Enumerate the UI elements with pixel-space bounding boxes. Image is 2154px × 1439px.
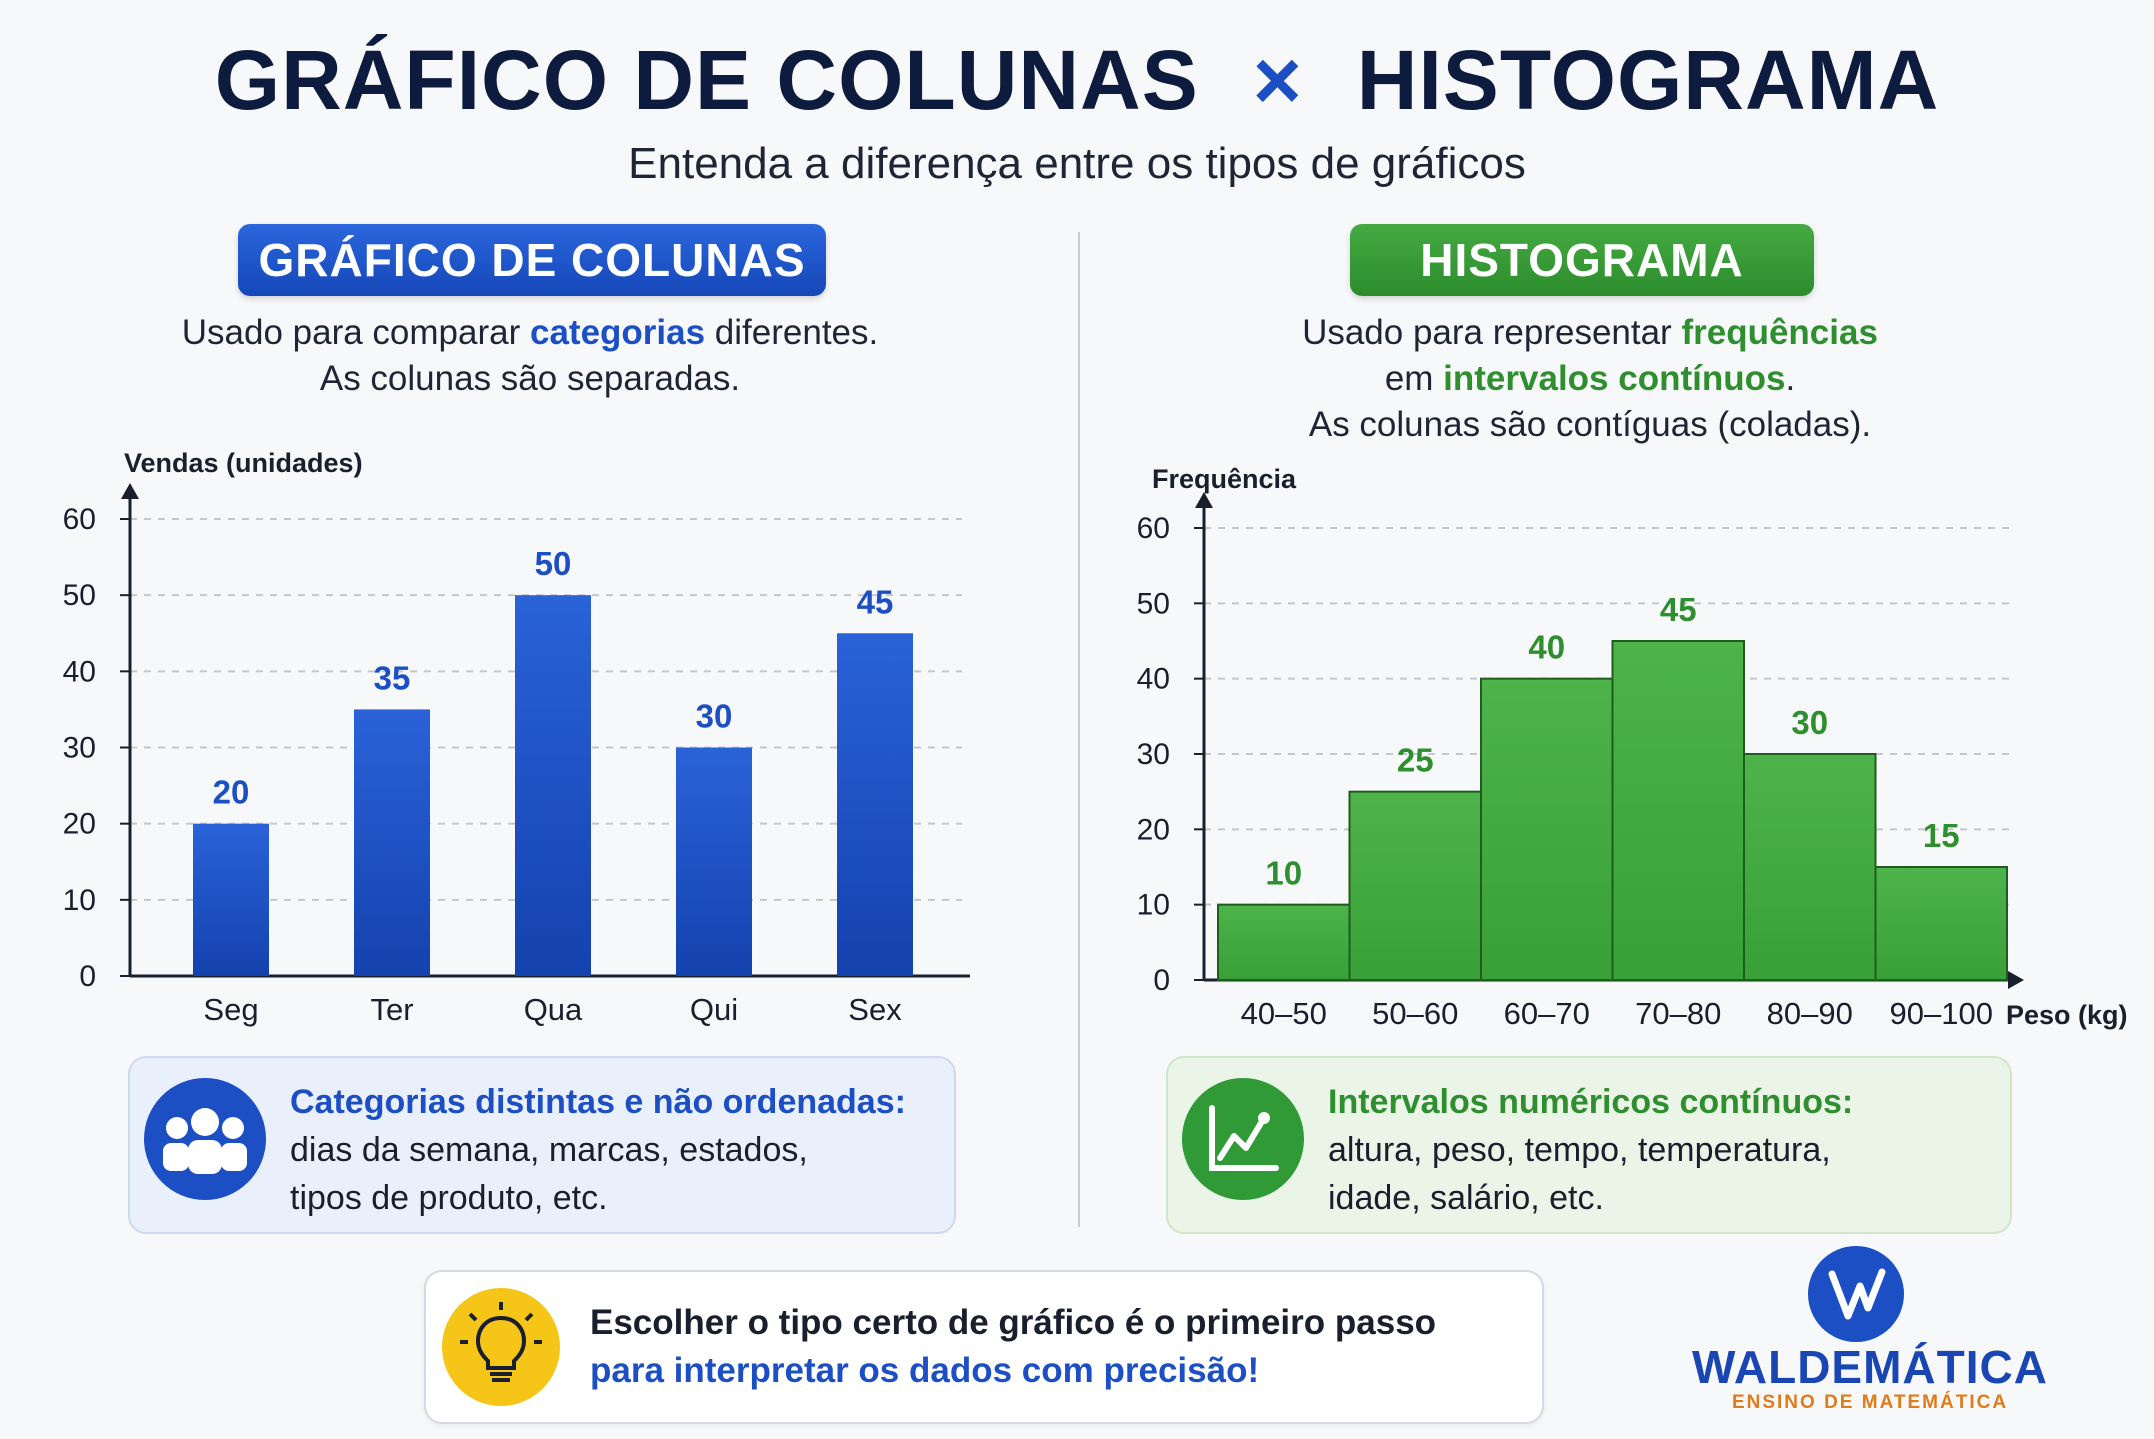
main-title: GRÁFICO DE COLUNAS × HISTOGRAMA — [0, 30, 2154, 130]
histogram-bin — [1348, 790, 1482, 982]
y-axis-arrow-icon — [1195, 492, 1213, 508]
y-tick-label: 20 — [1137, 813, 1170, 846]
histogram-bin — [1611, 640, 1745, 981]
histogram-bin — [1874, 866, 2008, 981]
x-interval-label: 40–50 — [1241, 996, 1327, 1031]
y-tick-label: 50 — [1137, 587, 1170, 620]
y-tick-label: 0 — [1153, 964, 1170, 997]
title-left: GRÁFICO DE COLUNAS — [214, 33, 1199, 127]
desc-text: Usado para comparar — [181, 313, 530, 352]
x-category-label: Qui — [690, 992, 738, 1027]
column-bar — [193, 823, 269, 976]
tip-line-2: para interpretar os dados com precisão! — [590, 1351, 1260, 1390]
desc-text: em — [1384, 359, 1444, 398]
column-chart-pill: GRÁFICO DE COLUNAS — [238, 224, 826, 296]
desc-text: . — [1785, 359, 1796, 398]
people-group-icon — [144, 1078, 266, 1200]
categories-info-box: Categorias distintas e não ordenadas: di… — [128, 1056, 956, 1234]
waldematica-logo: WALDEMÁTICA ENSINO DE MATEMÁTICA — [1680, 1240, 2060, 1420]
desc-text: diferentes. — [705, 313, 879, 352]
y-tick-label: 0 — [79, 960, 96, 993]
histogram-description: Usado para representar frequências em in… — [1150, 310, 2030, 448]
desc-text: Usado para representar — [1302, 313, 1682, 352]
bin-value-label: 30 — [1791, 704, 1828, 741]
panel-divider — [1078, 232, 1080, 1227]
x-category-label: Seg — [203, 992, 258, 1027]
logo-tagline: ENSINO DE MATEMÁTICA — [1731, 1392, 2009, 1413]
bar-value-label: 50 — [535, 545, 572, 582]
y-tick-label: 30 — [63, 732, 96, 765]
x-interval-label: 50–60 — [1372, 996, 1458, 1031]
info-line: tipos de produto, etc. — [290, 1179, 608, 1217]
bar-value-label: 20 — [213, 774, 250, 811]
column-bar — [354, 709, 430, 976]
bar-value-label: 30 — [696, 698, 733, 735]
y-tick-label: 40 — [63, 655, 96, 688]
info-heading: Intervalos numéricos contínuos: — [1328, 1083, 1854, 1121]
column-bar — [515, 595, 591, 976]
histogram-pill: HISTOGRAMA — [1350, 224, 1814, 296]
bin-value-label: 45 — [1660, 591, 1697, 628]
desc-line: As colunas são contíguas (coladas). — [1308, 405, 1872, 444]
bar-value-label: 35 — [374, 659, 411, 696]
y-axis-arrow-icon — [121, 483, 139, 499]
histogram-chart: 0 10 20 30 40 50 60 Frequência 10 40–50 25 50–60 40 6… — [1137, 464, 2128, 1031]
tip-line-1: Escolher o tipo certo de gráfico é o pri… — [590, 1303, 1437, 1342]
title-right: HISTOGRAMA — [1356, 33, 1940, 127]
info-heading: Categorias distintas e não ordenadas: — [290, 1083, 906, 1121]
x-interval-label: 80–90 — [1767, 996, 1853, 1031]
bin-value-label: 40 — [1528, 629, 1565, 666]
x-axis-label: Peso (kg) — [2006, 1000, 2128, 1030]
desc-highlight: intervalos contínuos — [1443, 359, 1786, 398]
info-line: dias da semana, marcas, estados, — [290, 1131, 808, 1169]
info-line: altura, peso, tempo, temperatura, — [1328, 1131, 1831, 1169]
y-tick-label: 40 — [1137, 663, 1170, 696]
x-category-label: Qua — [524, 992, 583, 1027]
desc-highlight: frequências — [1681, 313, 1878, 352]
histogram-bin — [1217, 903, 1351, 982]
y-tick-label: 20 — [63, 808, 96, 841]
x-category-label: Sex — [848, 992, 902, 1027]
x-interval-label: 70–80 — [1635, 996, 1721, 1031]
desc-highlight: categorias — [529, 313, 706, 352]
column-chart: 0 10 20 30 40 50 60 Vendas (unidades) 20 Seg 35 Ter… — [63, 448, 970, 1027]
bin-value-label: 10 — [1265, 855, 1302, 892]
x-interval-label: 60–70 — [1504, 996, 1590, 1031]
desc-line: As colunas são separadas. — [319, 359, 741, 398]
subtitle: Entenda a diferença entre os tipos de gr… — [628, 139, 1526, 188]
y-tick-label: 30 — [1137, 738, 1170, 771]
y-axis-label: Vendas (unidades) — [124, 448, 363, 478]
y-tick-label: 60 — [1137, 512, 1170, 545]
intervals-info-box: Intervalos numéricos contínuos: altura, … — [1166, 1056, 2012, 1234]
y-tick-label: 50 — [63, 579, 96, 612]
logo-mark-icon — [1808, 1246, 1904, 1342]
bin-value-label: 25 — [1397, 742, 1434, 779]
y-tick-label: 10 — [1137, 889, 1170, 922]
y-tick-label: 10 — [63, 884, 96, 917]
line-chart-icon — [1182, 1078, 1304, 1200]
column-bar — [837, 633, 913, 976]
histogram-bin — [1743, 753, 1877, 981]
x-category-label: Ter — [370, 992, 413, 1027]
y-axis-label: Frequência — [1152, 464, 1297, 494]
x-axis-arrow-icon — [2008, 971, 2024, 989]
x-interval-label: 90–100 — [1890, 996, 1993, 1031]
charts-canvas: 0 10 20 30 40 50 60 Vendas (unidades) 20 Seg 35 Ter… — [63, 448, 2128, 1031]
column-bar — [676, 747, 752, 976]
y-tick-label: 60 — [63, 503, 96, 536]
info-line: idade, salário, etc. — [1328, 1179, 1604, 1217]
histogram-bin — [1480, 677, 1614, 982]
title-times-symbol: × — [1252, 33, 1303, 127]
lightbulb-icon — [442, 1288, 560, 1406]
logo-name: WALDEMÁTICA — [1692, 1341, 2048, 1393]
bar-value-label: 45 — [857, 583, 894, 620]
tip-banner: Escolher o tipo certo de gráfico é o pri… — [424, 1270, 1544, 1424]
bin-value-label: 15 — [1923, 817, 1960, 854]
column-chart-description: Usado para comparar categorias diferente… — [60, 310, 1000, 402]
